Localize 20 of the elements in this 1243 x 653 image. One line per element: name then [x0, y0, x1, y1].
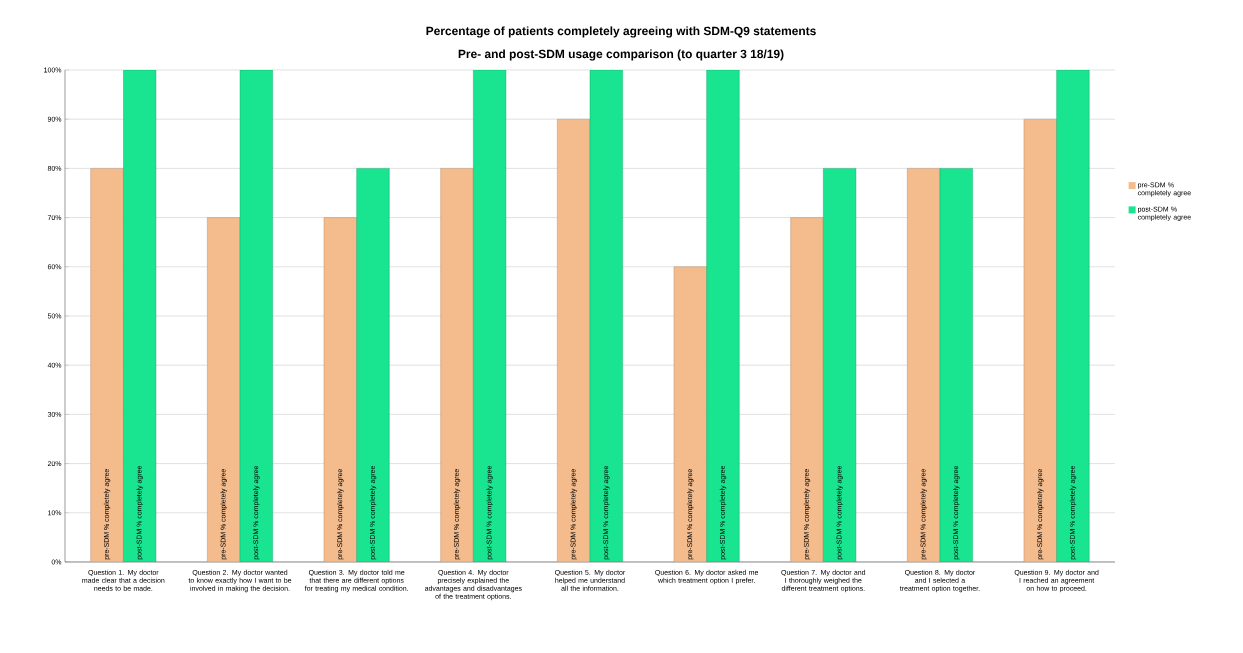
- bar: [123, 69, 157, 562]
- bar: [673, 266, 707, 562]
- chart-subtitle: Pre- and post-SDM usage comparison (to quarter 3 18/19): [458, 49, 784, 61]
- bar: [589, 69, 623, 562]
- bar: [440, 168, 474, 562]
- bar: [207, 217, 241, 562]
- bar: [823, 168, 857, 562]
- bar: [356, 168, 390, 562]
- bar: [90, 168, 124, 562]
- bar: [557, 118, 591, 562]
- bar: [1056, 69, 1090, 562]
- bar: [473, 69, 507, 562]
- chart-title: Percentage of patients completely agreeing with SDM-Q9 statements: [426, 26, 816, 38]
- bar: [323, 217, 357, 562]
- bar: [1023, 118, 1057, 562]
- bar: [239, 69, 273, 562]
- bar: [907, 168, 941, 562]
- bar: [790, 217, 824, 562]
- bar: [939, 168, 973, 562]
- bar: [706, 69, 740, 562]
